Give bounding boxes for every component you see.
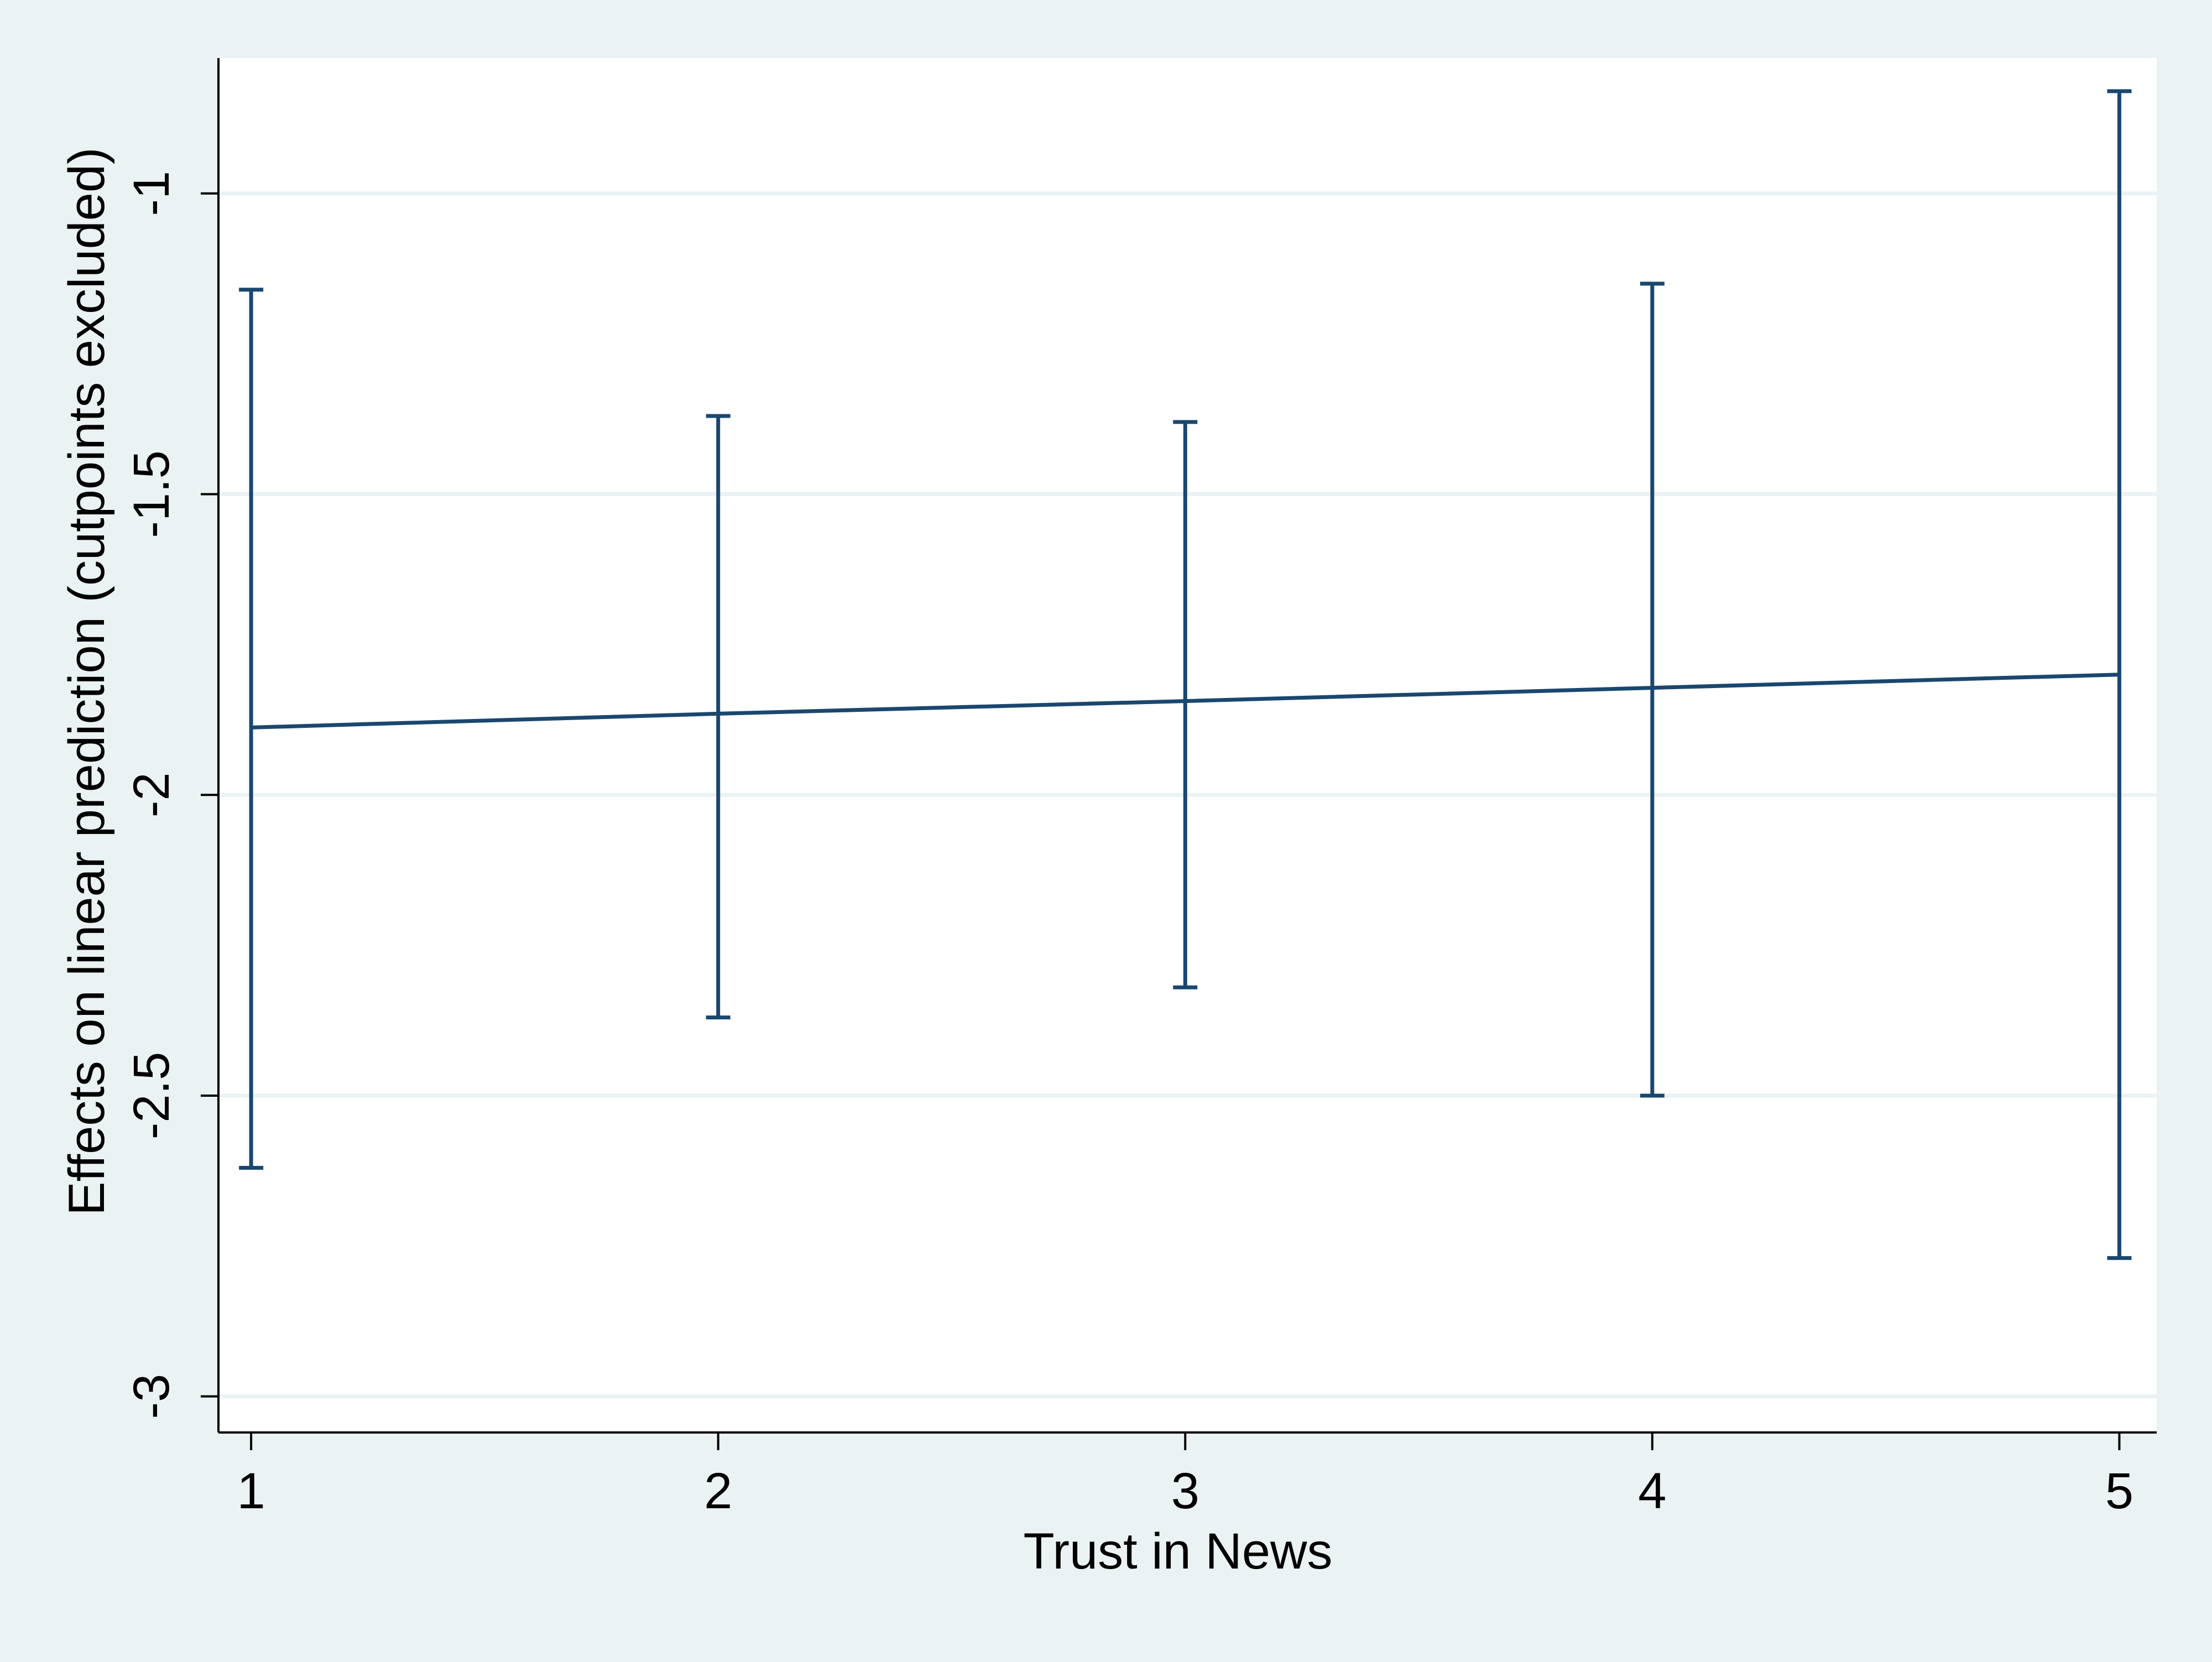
series-line (251, 673, 2120, 730)
tick-labels: -3 -2.5 -2 -1.5 -1 1 2 3 4 5 (123, 171, 2133, 1519)
x-tick-label: 3 (1171, 1463, 1199, 1519)
axes (201, 58, 2157, 1450)
x-tick-label: 2 (704, 1463, 732, 1519)
y-tick-label: -1.5 (123, 450, 180, 538)
plot-area (218, 58, 2157, 1432)
x-tick-label: 1 (237, 1463, 265, 1519)
x-tick-label: 4 (1638, 1463, 1666, 1519)
grid-lines (218, 191, 2157, 1399)
x-axis-title: Trust in News (1024, 1523, 1333, 1580)
x-tick-label: 5 (2105, 1463, 2133, 1519)
y-tick-label: -2.5 (123, 1052, 180, 1140)
y-axis-title: Effects on linear prediction (cutpoints … (59, 147, 115, 1215)
y-tick-label: -3 (123, 1374, 180, 1419)
y-tick-label: -1 (123, 171, 180, 216)
series-line-group (251, 673, 2120, 730)
y-tick-label: -2 (123, 772, 180, 817)
